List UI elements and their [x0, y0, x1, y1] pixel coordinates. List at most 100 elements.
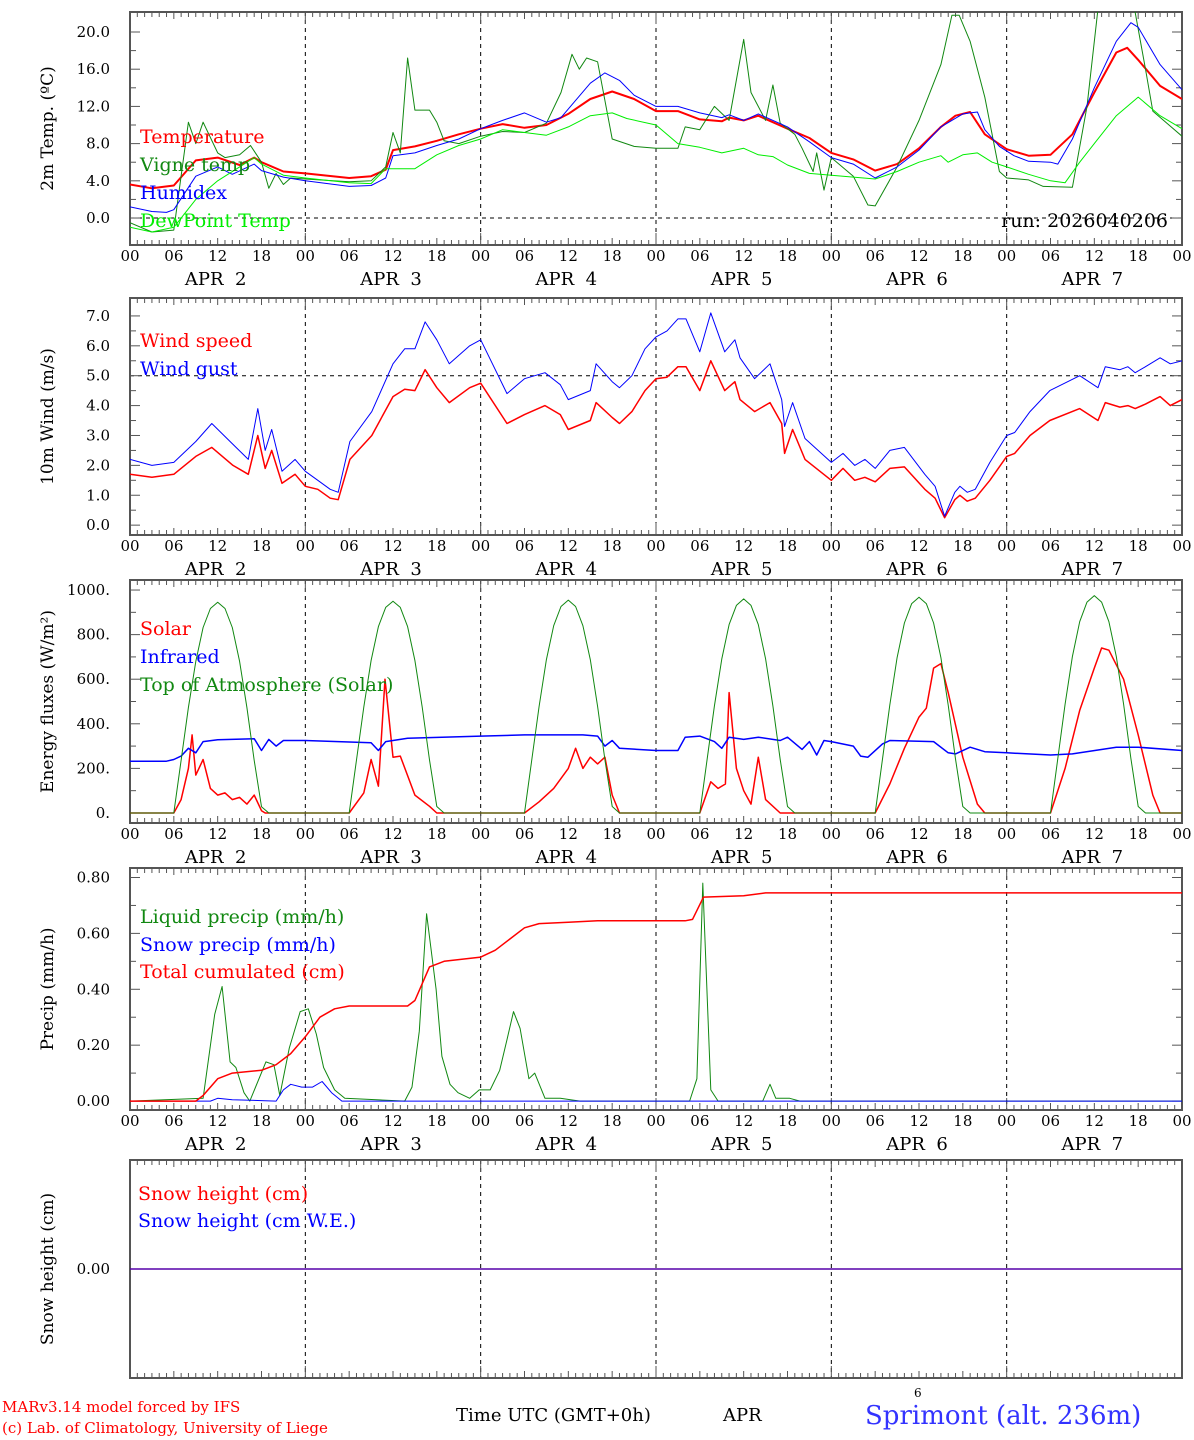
x-tick-label: 00: [120, 247, 139, 265]
x-tick-label: 00: [822, 537, 841, 555]
x-tick-label: 18: [252, 537, 271, 555]
x-day-label: APR 3: [359, 1134, 422, 1155]
run-annotation: run: 2026040206: [1001, 210, 1168, 232]
x-tick-label: 06: [690, 247, 709, 265]
footer-credit: (c) Lab. of Climatology, University of L…: [2, 1419, 328, 1437]
x-tick-label: 00: [1172, 1112, 1191, 1130]
series-line-top-of-atmosphere-solar-: [130, 595, 1182, 814]
legend-entry: Temperature: [140, 126, 264, 148]
x-day-label: APR 2: [184, 847, 247, 868]
x-tick-label: 18: [953, 537, 972, 555]
x-tick-label: 18: [427, 537, 446, 555]
panel-temperature: 0.0 4.0 8.0 12.0 16.0 20.0 2m Temp. (ºC) 00 06 12…: [38, 11, 1192, 290]
x-day-label: APR 4: [535, 269, 598, 290]
x-tick-label: 12: [734, 1112, 753, 1130]
x-tick-label: 06: [340, 247, 359, 265]
x-day-label: APR 7: [1061, 1134, 1124, 1155]
y-tick-label: 7.0: [86, 307, 110, 325]
x-tick-label: 06: [866, 825, 885, 843]
x-day-label: APR 5: [710, 559, 773, 580]
x-tick-label: 18: [778, 825, 797, 843]
month-day-marker: 6: [914, 1386, 922, 1400]
legend-entry: Infrared: [140, 646, 220, 668]
x-tick-label: 12: [559, 1112, 578, 1130]
panel-snow: 0.00 Snow height (cm) Snow height (cm) Snow…: [38, 1159, 1183, 1379]
y-tick-label: 0.60: [77, 924, 110, 942]
x-tick-label: 00: [296, 1112, 315, 1130]
x-day-label: APR 4: [535, 847, 598, 868]
x-day-label: APR 5: [710, 269, 773, 290]
x-tick-label: 06: [515, 825, 534, 843]
y-axis-label: 2m Temp. (ºC): [38, 66, 58, 191]
y-tick-label: 800.: [77, 626, 110, 644]
x-tick-label: 12: [909, 825, 928, 843]
series-line-snow-precip-mm-h-: [130, 1081, 1182, 1102]
x-day-label: APR 2: [184, 1134, 247, 1155]
x-tick-label: 00: [997, 1112, 1016, 1130]
x-tick-label: 00: [646, 537, 665, 555]
y-tick-label: 0.40: [77, 980, 110, 998]
legend-entry: Vigne temp: [139, 154, 250, 176]
x-tick-label: 12: [208, 247, 227, 265]
y-axis-label: 10m Wind (m/s): [38, 348, 58, 485]
legend-entry: Snow height (cm): [138, 1183, 308, 1205]
x-tick-label: 06: [515, 537, 534, 555]
x-tick-label: 00: [1172, 247, 1191, 265]
x-tick-label: 12: [559, 247, 578, 265]
x-tick-label: 00: [646, 825, 665, 843]
x-tick-label: 00: [1172, 537, 1191, 555]
x-tick-label: 12: [734, 825, 753, 843]
x-day-label: APR 7: [1061, 559, 1124, 580]
x-tick-label: 12: [208, 825, 227, 843]
legend-entry: Top of Atmosphere (Solar): [140, 674, 393, 696]
x-tick-label: 00: [646, 1112, 665, 1130]
x-day-label: APR 6: [885, 1134, 948, 1155]
y-tick-label: 0.20: [77, 1036, 110, 1054]
x-tick-label: 18: [603, 247, 622, 265]
legend-entry: DewPoint Temp: [140, 210, 291, 232]
x-tick-label: 12: [383, 537, 402, 555]
x-tick-label: 06: [690, 825, 709, 843]
x-day-label: APR 6: [885, 269, 948, 290]
x-tick-label: 12: [208, 537, 227, 555]
x-day-label: APR 6: [885, 559, 948, 580]
x-tick-label: 06: [340, 537, 359, 555]
x-tick-label: 06: [515, 247, 534, 265]
y-tick-label: 4.0: [86, 172, 110, 190]
x-tick-label: 06: [164, 825, 183, 843]
x-tick-label: 18: [252, 247, 271, 265]
x-tick-label: 06: [1041, 1112, 1060, 1130]
y-tick-label: 0.00: [77, 1092, 110, 1110]
x-day-label: APR 7: [1061, 269, 1124, 290]
legend-entry: Total cumulated (cm): [140, 961, 345, 983]
series-line-vigne-temp: [130, 12, 1182, 233]
x-tick-label: 00: [822, 825, 841, 843]
x-tick-label: 12: [383, 247, 402, 265]
series-line-humidex: [130, 22, 1182, 213]
x-day-label: APR 4: [535, 559, 598, 580]
x-tick-label: 18: [427, 247, 446, 265]
legend-entry: Solar: [140, 618, 192, 640]
x-tick-label: 12: [383, 825, 402, 843]
y-tick-label: 1.0: [86, 486, 110, 504]
x-tick-label: 06: [1041, 825, 1060, 843]
x-tick-label: 06: [515, 1112, 534, 1130]
x-day-label: APR 4: [535, 1134, 598, 1155]
y-tick-label: 600.: [77, 670, 110, 688]
x-day-label: APR 7: [1061, 847, 1124, 868]
x-tick-label: 18: [778, 537, 797, 555]
x-tick-label: 00: [120, 1112, 139, 1130]
x-axis-title: Time UTC (GMT+0h): [456, 1405, 651, 1426]
y-tick-label: 5.0: [86, 367, 110, 385]
x-tick-label: 00: [646, 247, 665, 265]
x-tick-label: 18: [953, 825, 972, 843]
legend-entry: Humidex: [140, 182, 227, 204]
x-tick-label: 12: [909, 537, 928, 555]
x-tick-label: 18: [1129, 825, 1148, 843]
y-tick-label: 6.0: [86, 337, 110, 355]
station-name: Sprimont (alt. 236m): [865, 1401, 1142, 1431]
x-tick-label: 18: [953, 1112, 972, 1130]
legend-entry: Liquid precip (mm/h): [140, 906, 344, 928]
x-day-label: APR 5: [710, 1134, 773, 1155]
y-tick-label: 0.0: [86, 209, 110, 227]
